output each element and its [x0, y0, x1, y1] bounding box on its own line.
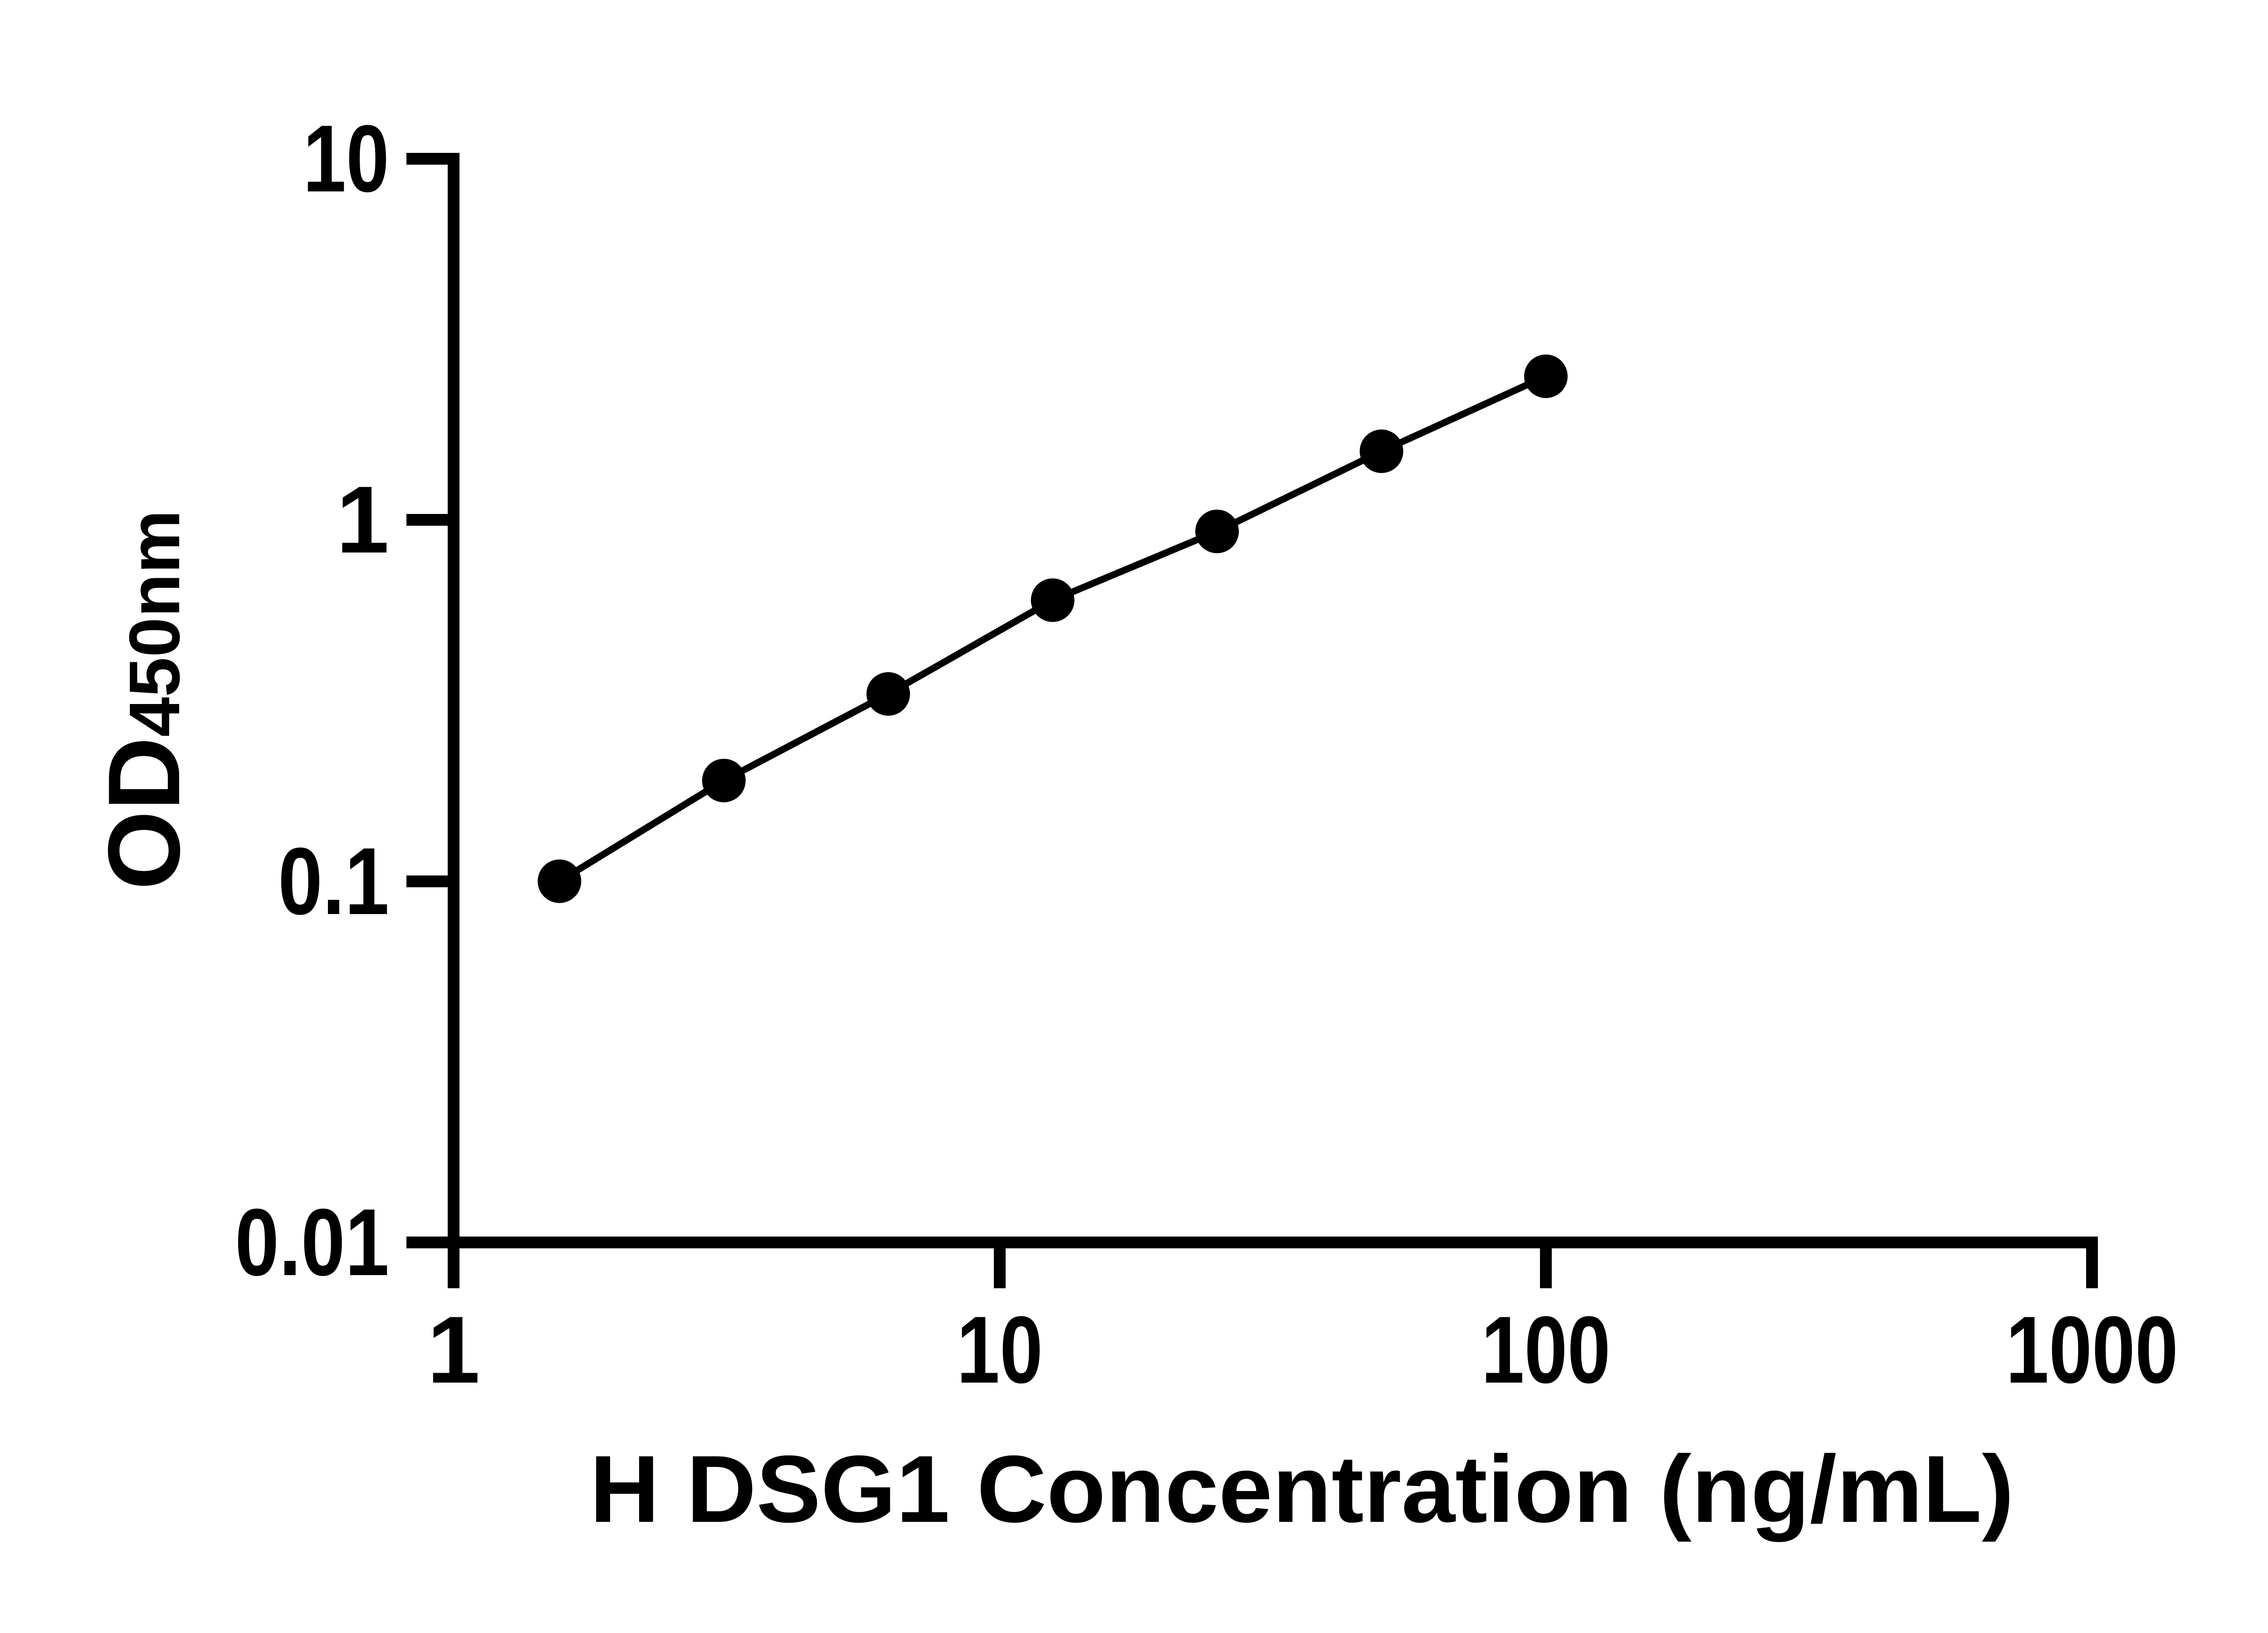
data-point	[1359, 429, 1403, 473]
y-tick-label-1: 1	[336, 466, 389, 573]
x-axis-title: H DSG1 Concentration (ng/mL)	[590, 1436, 2014, 1542]
x-tick-label-10: 10	[957, 1296, 1043, 1403]
y-tick-label-0-1: 0.1	[278, 828, 389, 934]
data-point	[538, 859, 582, 903]
x-tick-label-1000: 1000	[2006, 1296, 2178, 1403]
data-point	[702, 758, 746, 802]
y-axis-ticks	[406, 153, 454, 1248]
y-axis-title-subscript: 450nm	[115, 510, 195, 737]
data-point	[866, 672, 910, 716]
data-point	[1195, 509, 1239, 553]
data-point	[1524, 354, 1568, 398]
y-axis-title-main: OD	[87, 737, 201, 890]
series-layer	[538, 354, 1568, 903]
x-tick-label-100: 100	[1481, 1296, 1611, 1403]
y-tick-label-10: 10	[303, 105, 389, 212]
y-tick-label-0-01: 0.01	[235, 1189, 389, 1296]
x-tick-label-1: 1	[427, 1296, 480, 1403]
data-point	[1031, 578, 1075, 622]
y-axis-title: OD450nm	[87, 510, 201, 890]
x-axis-ticks	[448, 1242, 2098, 1288]
